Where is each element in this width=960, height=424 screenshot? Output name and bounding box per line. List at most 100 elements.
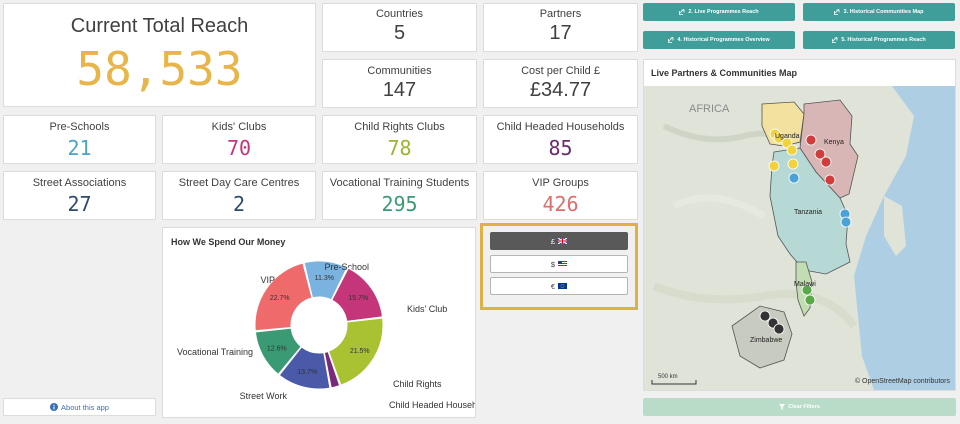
nav-button-label: 2. Live Programmes Reach	[688, 9, 759, 15]
currency-eur-button[interactable]: €	[490, 277, 628, 295]
cost-per-child-value: £34.77	[529, 79, 592, 101]
countries-label: Countries	[375, 8, 424, 20]
donut-category-label: VIP	[260, 275, 275, 285]
cost-per-child-label: Cost per Child £	[521, 65, 600, 77]
donut-slice[interactable]	[278, 346, 331, 390]
donut-percent-label: 13.7%	[297, 369, 317, 376]
link-icon	[834, 9, 840, 15]
eu-flag-icon	[558, 283, 568, 289]
map-card: Live Partners & Communities Map	[643, 59, 956, 391]
kids-clubs-card: Kids' Clubs 70	[162, 115, 316, 164]
street-day-care-card: Street Day Care Centres 2	[162, 171, 316, 220]
donut-category-label: Pre-School	[324, 262, 369, 272]
currency-selector	[480, 223, 638, 310]
vocational-training-card: Vocational Training Students 295	[322, 171, 477, 220]
map-label-tanzania: Tanzania	[794, 209, 822, 216]
donut-slice[interactable]	[303, 260, 348, 301]
child-headed-households-label: Child Headed Households	[496, 121, 625, 133]
cost-per-child-card: Cost per Child £ £34.77	[483, 59, 638, 108]
donut-slice[interactable]	[254, 327, 302, 376]
communities-card: Communities 147	[322, 59, 477, 108]
currency-eur-label: €	[550, 281, 556, 291]
vip-groups-label: VIP Groups	[532, 177, 589, 189]
child-headed-households-card: Child Headed Households 85	[483, 115, 638, 164]
currency-gbp-label: £	[550, 236, 556, 246]
donut-percent-label: 15.7%	[348, 295, 368, 302]
pre-schools-label: Pre-Schools	[49, 121, 110, 133]
kids-clubs-label: Kids' Clubs	[211, 121, 267, 133]
nav-historical-communities-map-button[interactable]: 3. Historical Communities Map	[803, 3, 955, 21]
donut-percent-label: 12.6%	[267, 345, 287, 352]
link-icon	[668, 37, 674, 43]
donut-slice[interactable]	[327, 317, 384, 386]
map-title: Live Partners & Communities Map	[651, 68, 798, 78]
currency-gbp-button[interactable]: £	[490, 232, 628, 250]
communities-value: 147	[382, 79, 417, 101]
map-scale-bar	[651, 380, 697, 385]
us-flag-icon	[558, 261, 568, 267]
uk-flag-icon	[558, 238, 568, 244]
donut-slice[interactable]	[323, 350, 341, 389]
kids-clubs-value: 70	[226, 136, 252, 160]
clear-filters-button[interactable]: Clear Filters	[643, 398, 956, 416]
spend-chart-card: How We Spend Our Money 11.3% Pre-School 15…	[162, 227, 476, 418]
donut-category-label: Child Rights	[393, 379, 442, 389]
street-associations-card: Street Associations 27	[3, 171, 156, 220]
link-icon	[832, 37, 838, 43]
map-label-kenya: Kenya	[824, 139, 844, 146]
nav-button-label: 5. Historical Programmes Reach	[841, 37, 926, 43]
child-rights-clubs-card: Child Rights Clubs 78	[322, 115, 477, 164]
map-attribution[interactable]: © OpenStreetMap contributors	[855, 377, 951, 385]
street-day-care-label: Street Day Care Centres	[178, 177, 300, 189]
spend-chart-title: How We Spend Our Money	[171, 237, 286, 247]
link-icon	[679, 9, 685, 15]
nav-historical-programmes-reach-button[interactable]: 5. Historical Programmes Reach	[803, 31, 955, 49]
donut-slice[interactable]	[331, 267, 384, 322]
child-headed-households-value: 85	[548, 136, 573, 160]
donut-slice[interactable]	[254, 262, 313, 332]
map-label-zimbabwe: Zimbabwe	[750, 337, 782, 344]
vip-groups-value: 426	[542, 192, 579, 216]
child-rights-clubs-label: Child Rights Clubs	[354, 121, 445, 133]
street-associations-value: 27	[67, 192, 92, 216]
donut-category-label: Vocational Training	[177, 347, 253, 357]
street-associations-label: Street Associations	[32, 177, 127, 189]
donut-category-label: Child Headed Household	[389, 400, 475, 410]
map-label-uganda: Uganda	[775, 133, 800, 140]
spend-donut-chart: 11.3% Pre-School 15.7% Kids' Club 21.5% Child…	[177, 260, 475, 410]
currency-usd-label: $	[550, 259, 556, 269]
about-app-button[interactable]: About this app	[3, 398, 156, 416]
partners-value: 17	[549, 22, 572, 44]
filter-icon	[779, 404, 786, 410]
total-reach-value: 58,533	[76, 42, 243, 96]
total-reach-label: Current Total Reach	[70, 15, 249, 37]
partners-card: Partners 17	[483, 3, 638, 52]
about-app-label: About this app	[61, 402, 109, 412]
countries-value: 5	[393, 22, 406, 44]
child-rights-clubs-value: 78	[387, 136, 412, 160]
nav-live-programmes-reach-button[interactable]: 2. Live Programmes Reach	[643, 3, 795, 21]
pre-schools-card: Pre-Schools 21	[3, 115, 156, 164]
clear-filters-label: Clear Filters	[788, 404, 820, 410]
donut-percent-label: 22.7%	[270, 295, 290, 302]
nav-button-label: 3. Historical Communities Map	[843, 9, 924, 15]
donut-category-label: Street Work	[240, 391, 288, 401]
vocational-training-label: Vocational Training Students	[329, 177, 470, 189]
nav-button-label: 4. Historical Programmes Overview	[677, 37, 770, 43]
vip-groups-card: VIP Groups 426	[483, 171, 638, 220]
donut-category-label: Kids' Club	[407, 304, 447, 314]
map-label-malawi: Malawi	[794, 281, 816, 288]
total-reach-card: Current Total Reach 58,533	[3, 3, 316, 107]
map-scale-label: 500 km	[658, 374, 678, 380]
live-map[interactable]: AFRICA Uganda Kenya Tanzania Malawi Zimb…	[644, 86, 955, 390]
pre-schools-value: 21	[67, 136, 92, 160]
communities-label: Communities	[367, 65, 432, 77]
vocational-training-value: 295	[381, 192, 418, 216]
donut-percent-label: 11.3%	[315, 275, 334, 282]
countries-card: Countries 5	[322, 3, 477, 52]
nav-historical-programmes-overview-button[interactable]: 4. Historical Programmes Overview	[643, 31, 795, 49]
currency-usd-button[interactable]: $	[490, 255, 628, 273]
map-region-label: AFRICA	[689, 103, 730, 115]
street-day-care-value: 2	[232, 192, 246, 216]
info-icon	[50, 403, 59, 411]
